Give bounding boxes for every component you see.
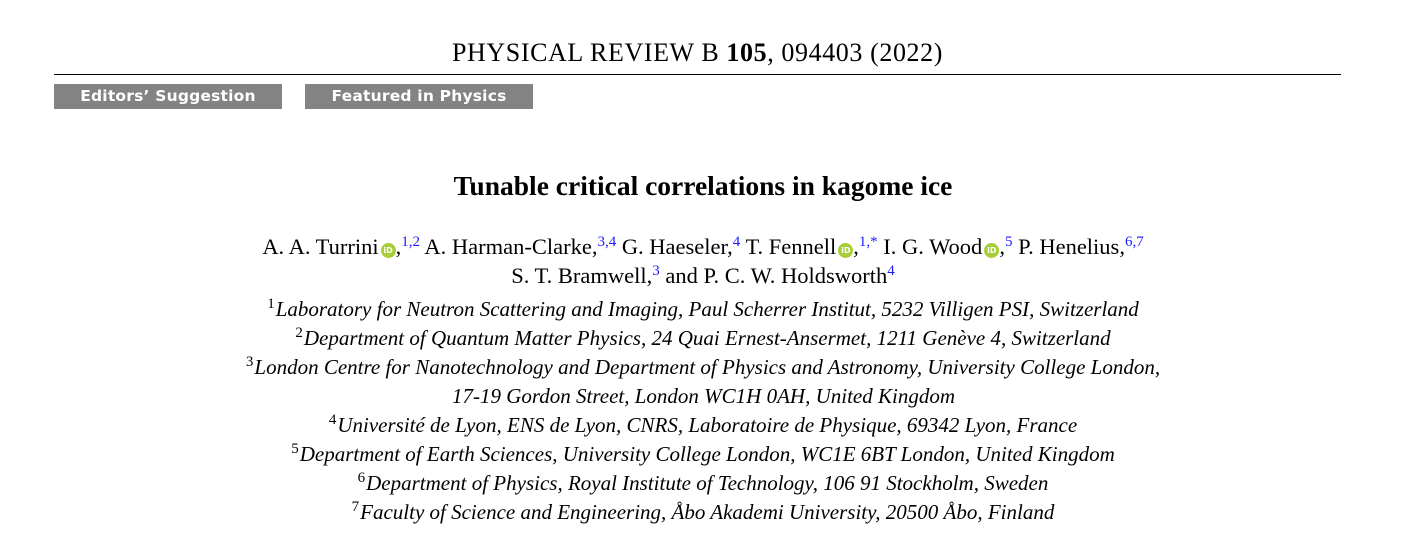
- author-name[interactable]: and P. C. W. Holdsworth: [665, 263, 888, 288]
- journal-article-number: , 094403 (2022): [767, 38, 944, 67]
- affiliation: 6Department of Physics, Royal Institute …: [0, 469, 1406, 498]
- affiliation: 5Department of Earth Sciences, Universit…: [0, 440, 1406, 469]
- affiliation-number: 1: [267, 295, 275, 312]
- author-line-1: A. A. Turrini iD ,1,2 A. Harman-Clarke,3,4…: [262, 233, 1144, 259]
- featured-in-physics-badge[interactable]: Featured in Physics: [305, 84, 533, 109]
- affiliation: 7Faculty of Science and Engineering, Åbo…: [0, 498, 1406, 527]
- affiliation-text: Université de Lyon, ENS de Lyon, CNRS, L…: [337, 413, 1078, 437]
- affiliation-ref[interactable]: 1,*: [858, 233, 878, 250]
- author-name[interactable]: G. Haeseler: [621, 234, 728, 259]
- affiliation-ref[interactable]: 5: [1004, 233, 1013, 250]
- affiliation-number: 6: [357, 469, 366, 486]
- affiliation-number: 4: [328, 411, 337, 428]
- affiliation-ref[interactable]: 3: [652, 262, 660, 279]
- article-title: Tunable critical correlations in kagome …: [453, 170, 953, 201]
- author-list: A. A. Turrini iD ,1,2 A. Harman-Clarke,3,4…: [0, 232, 1406, 290]
- affiliation: 2Department of Quantum Matter Physics, 2…: [0, 324, 1406, 353]
- affiliation-ref[interactable]: 3,4: [597, 233, 617, 250]
- affiliation-number: 2: [295, 324, 303, 341]
- orcid-icon[interactable]: iD: [380, 243, 396, 258]
- affiliation: 4Université de Lyon, ENS de Lyon, CNRS, …: [0, 411, 1406, 440]
- journal-name: PHYSICAL REVIEW B: [451, 38, 720, 67]
- editors-suggestion-badge[interactable]: Editors’ Suggestion: [54, 84, 282, 109]
- affiliation-ref[interactable]: 4: [732, 233, 741, 250]
- author-name[interactable]: S. T. Bramwell: [511, 263, 647, 288]
- affiliation-text: Faculty of Science and Engineering, Åbo …: [360, 500, 1055, 524]
- orcid-icon[interactable]: iD: [838, 243, 854, 258]
- affiliation: 1Laboratory for Neutron Scattering and I…: [0, 295, 1406, 324]
- author-name[interactable]: A. Harman-Clarke: [424, 234, 592, 259]
- journal-volume: 105: [726, 38, 768, 67]
- affiliation-number: 5: [291, 440, 299, 457]
- affiliation-number: 7: [351, 498, 360, 515]
- affiliation: 3London Centre for Nanotechnology and De…: [0, 353, 1406, 382]
- affiliation-text: Department of Earth Sciences, University…: [299, 442, 1115, 466]
- journal-header: PHYSICAL REVIEW B 105, 094403 (2022): [54, 36, 1341, 75]
- affiliation-number: 3: [245, 353, 254, 370]
- author-name[interactable]: T. Fennell: [745, 234, 837, 259]
- author-name[interactable]: A. A. Turrini: [262, 234, 379, 259]
- orcid-icon[interactable]: iD: [984, 243, 1000, 258]
- affiliation-text: London Centre for Nanotechnology and Dep…: [254, 355, 1161, 379]
- author-name[interactable]: I. G. Wood: [883, 234, 983, 259]
- author-name[interactable]: P. Henelius: [1018, 234, 1120, 259]
- affiliation-text: 17-19 Gordon Street, London WC1H 0AH, Un…: [451, 384, 955, 408]
- affiliation-ref[interactable]: 1,2: [401, 233, 420, 250]
- affiliation-text: Department of Physics, Royal Institute o…: [366, 471, 1049, 495]
- affiliation-text: Laboratory for Neutron Scattering and Im…: [275, 297, 1139, 321]
- affiliation-continuation: 17-19 Gordon Street, London WC1H 0AH, Un…: [0, 382, 1406, 411]
- affiliation-list: 1Laboratory for Neutron Scattering and I…: [0, 295, 1406, 527]
- affiliation-ref[interactable]: 4: [887, 262, 895, 279]
- author-line-2: S. T. Bramwell,3 and P. C. W. Holdsworth…: [511, 262, 895, 288]
- affiliation-ref[interactable]: 6,7: [1124, 233, 1144, 250]
- affiliation-text: Department of Quantum Matter Physics, 24…: [303, 326, 1111, 350]
